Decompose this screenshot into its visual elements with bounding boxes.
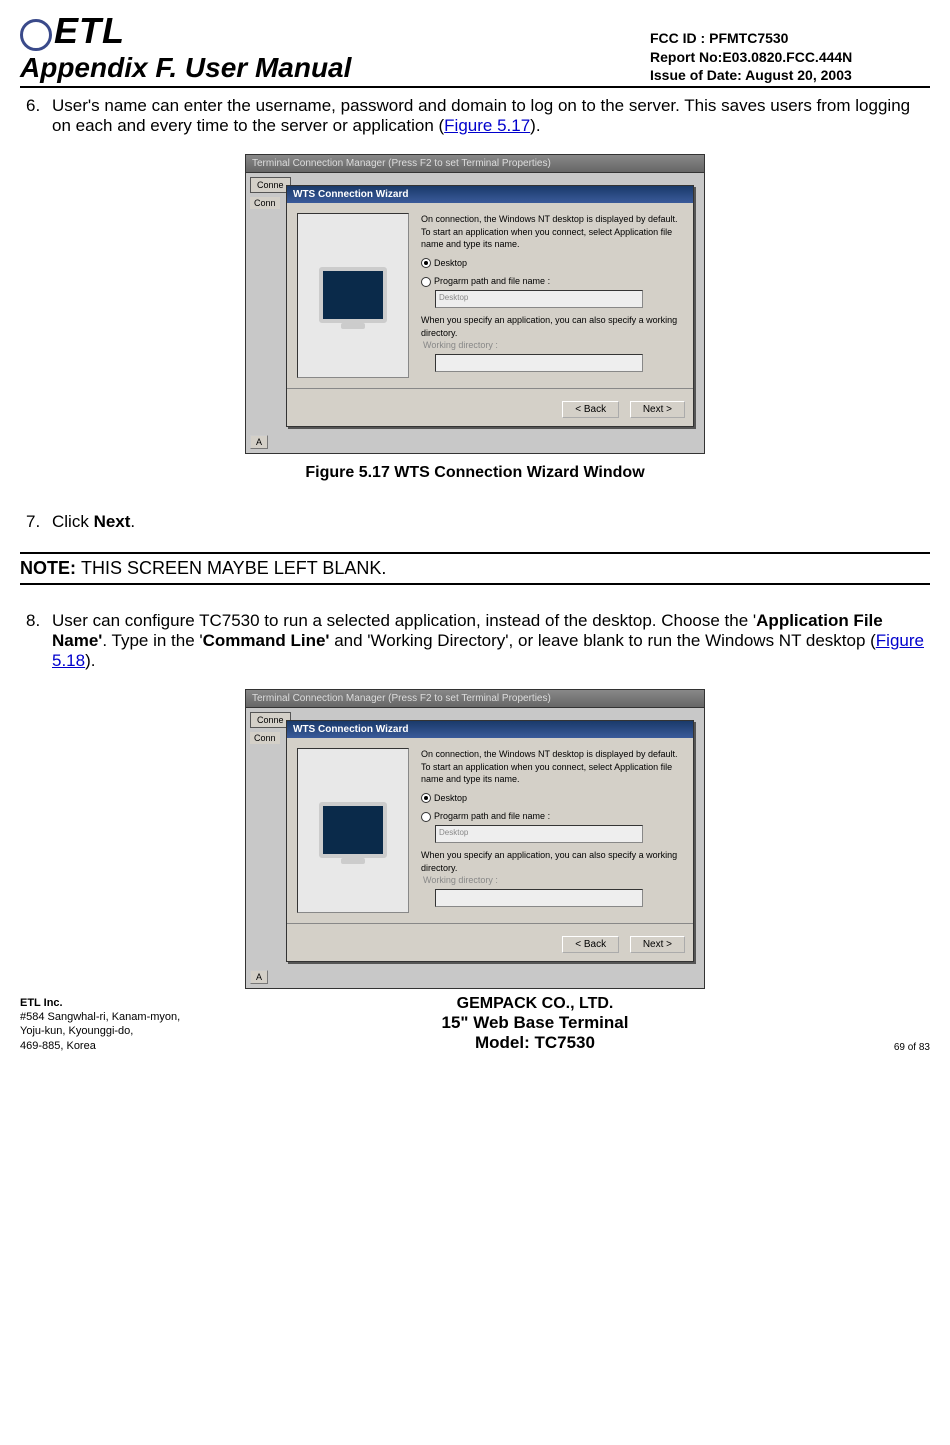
step-8-b: . Type in the ' xyxy=(102,631,202,650)
radio-desktop-row-2: Desktop xyxy=(421,792,683,805)
tcm-row: Conn xyxy=(250,197,280,209)
working-dir-input[interactable] xyxy=(435,354,643,372)
working-dir-label-2: Working directory : xyxy=(423,874,683,887)
wizard-content: On connection, the Windows NT desktop is… xyxy=(421,213,683,378)
radio-program-label: Progarm path and file name : xyxy=(434,276,550,286)
tcm-body-2: Conne Conn A WTS Connection Wizard On co… xyxy=(245,707,705,989)
radio-program-2[interactable] xyxy=(421,812,431,822)
header-meta: FCC ID : PFMTC7530 Report No:E03.0820.FC… xyxy=(650,29,930,84)
step-8-c: and 'Working Directory', or leave blank … xyxy=(329,631,875,650)
radio-desktop-label: Desktop xyxy=(434,258,467,268)
step-7-number: 7. xyxy=(26,512,52,532)
back-button-2[interactable]: < Back xyxy=(562,936,619,953)
step-8-a: User can configure TC7530 to run a selec… xyxy=(52,611,756,630)
footer-center-model: Model: TC7530 xyxy=(220,1033,850,1053)
figure-5-17-caption: Figure 5.17 WTS Connection Wizard Window xyxy=(20,464,930,482)
footer-addr3: 469-885, Korea xyxy=(20,1040,96,1052)
step-6: 6. User's name can enter the username, p… xyxy=(26,96,930,136)
radio-program-row: Progarm path and file name : xyxy=(421,275,683,288)
tcm-button-a: A xyxy=(250,435,268,449)
tcm-row-2: Conn xyxy=(250,732,280,744)
fcc-id: FCC ID : PFMTC7530 xyxy=(650,29,930,47)
figure-5-17-screenshot: Terminal Connection Manager (Press F2 to… xyxy=(245,154,705,454)
wizard-body-2: On connection, the Windows NT desktop is… xyxy=(287,738,693,923)
wizard-button-row-2: < Back Next > xyxy=(287,923,693,961)
appendix-title: Appendix F. User Manual xyxy=(20,52,650,84)
step-8: 8. User can configure TC7530 to run a se… xyxy=(26,611,930,671)
next-button-2[interactable]: Next > xyxy=(630,936,685,953)
working-dir-input-2[interactable] xyxy=(435,889,643,907)
back-button[interactable]: < Back xyxy=(562,401,619,418)
footer-addr1: #584 Sangwhal-ri, Kanam-myon, xyxy=(20,1011,180,1023)
wizard-text-1-b: On connection, the Windows NT desktop is… xyxy=(421,748,683,761)
step-6-text: User's name can enter the username, pass… xyxy=(52,96,930,136)
note-block: NOTE: THIS SCREEN MAYBE LEFT BLANK. xyxy=(20,552,930,585)
program-path-input-2[interactable]: Desktop xyxy=(435,825,643,843)
footer-center-company: GEMPACK CO., LTD. xyxy=(220,995,850,1013)
page-header: ETL Appendix F. User Manual FCC ID : PFM… xyxy=(20,10,930,88)
wizard-body: On connection, the Windows NT desktop is… xyxy=(287,203,693,388)
wizard-button-row: < Back Next > xyxy=(287,388,693,426)
step-7-bold: Next xyxy=(94,512,131,531)
footer-addr2: Yoju-kun, Kyounggi-do, xyxy=(20,1025,133,1037)
wizard-text-2-b: To start an application when you connect… xyxy=(421,761,683,786)
wizard-content-2: On connection, the Windows NT desktop is… xyxy=(421,748,683,913)
working-dir-label: Working directory : xyxy=(423,339,683,352)
step-8-d: ). xyxy=(85,651,95,670)
footer-center: GEMPACK CO., LTD. 15" Web Base Terminal … xyxy=(220,995,850,1053)
report-no: Report No:E03.0820.FCC.444N xyxy=(650,48,930,66)
wizard-sidebar-image-2 xyxy=(297,748,409,913)
figure-5-18-screenshot: Terminal Connection Manager (Press F2 to… xyxy=(245,689,705,989)
tcm-titlebar-2: Terminal Connection Manager (Press F2 to… xyxy=(245,689,705,707)
footer-center-product: 15" Web Base Terminal xyxy=(220,1013,850,1033)
radio-desktop-2[interactable] xyxy=(421,793,431,803)
wizard-sidebar-image xyxy=(297,213,409,378)
footer-page: 69 of 83 xyxy=(850,1042,930,1053)
program-path-input[interactable]: Desktop xyxy=(435,290,643,308)
radio-program-label-2: Progarm path and file name : xyxy=(434,811,550,821)
footer-company: ETL Inc. xyxy=(20,997,63,1009)
wizard-dialog-2: WTS Connection Wizard On connection, the… xyxy=(286,720,694,962)
radio-program-row-2: Progarm path and file name : xyxy=(421,810,683,823)
figure-5-17-link[interactable]: Figure 5.17 xyxy=(444,116,530,135)
step-7: 7. Click Next. xyxy=(26,512,930,532)
tcm-button-a-2: A xyxy=(250,970,268,984)
logo: ETL xyxy=(20,10,642,52)
radio-program[interactable] xyxy=(421,277,431,287)
step-8-text: User can configure TC7530 to run a selec… xyxy=(52,611,930,671)
radio-desktop-row: Desktop xyxy=(421,257,683,270)
wizard-text-3: When you specify an application, you can… xyxy=(421,314,683,339)
tcm-tab: Conne xyxy=(250,177,291,193)
note-text: THIS SCREEN MAYBE LEFT BLANK. xyxy=(81,558,386,578)
logo-ring-icon xyxy=(20,19,52,51)
step-7-a: Click xyxy=(52,512,94,531)
step-6-b: ). xyxy=(530,116,540,135)
tcm-titlebar: Terminal Connection Manager (Press F2 to… xyxy=(245,154,705,172)
wizard-dialog: WTS Connection Wizard On connection, the… xyxy=(286,185,694,427)
step-8-bold2: Command Line' xyxy=(203,631,330,650)
tcm-tab-2: Conne xyxy=(250,712,291,728)
monitor-icon-2 xyxy=(319,802,387,858)
page-footer: ETL Inc. #584 Sangwhal-ri, Kanam-myon, Y… xyxy=(20,995,930,1053)
step-6-number: 6. xyxy=(26,96,52,136)
wizard-titlebar-2: WTS Connection Wizard xyxy=(287,721,693,738)
wizard-titlebar: WTS Connection Wizard xyxy=(287,186,693,203)
footer-left: ETL Inc. #584 Sangwhal-ri, Kanam-myon, Y… xyxy=(20,996,220,1053)
step-7-b: . xyxy=(130,512,135,531)
radio-desktop[interactable] xyxy=(421,258,431,268)
radio-desktop-label-2: Desktop xyxy=(434,793,467,803)
note-label: NOTE: xyxy=(20,558,81,578)
issue-date: Issue of Date: August 20, 2003 xyxy=(650,66,930,84)
monitor-icon xyxy=(319,267,387,323)
wizard-text-2: To start an application when you connect… xyxy=(421,226,683,251)
wizard-text-1: On connection, the Windows NT desktop is… xyxy=(421,213,683,226)
step-7-text: Click Next. xyxy=(52,512,930,532)
step-8-number: 8. xyxy=(26,611,52,671)
wizard-text-3-b: When you specify an application, you can… xyxy=(421,849,683,874)
tcm-body: Conne Conn A WTS Connection Wizard On co… xyxy=(245,172,705,454)
title-area: ETL Appendix F. User Manual xyxy=(20,10,650,84)
next-button[interactable]: Next > xyxy=(630,401,685,418)
logo-text: ETL xyxy=(54,10,125,52)
